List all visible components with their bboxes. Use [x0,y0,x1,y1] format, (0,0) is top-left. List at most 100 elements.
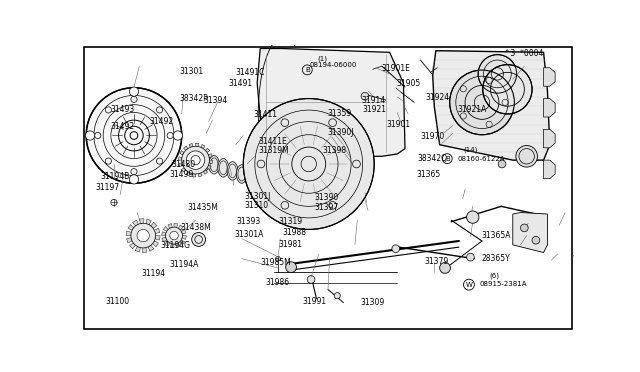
Ellipse shape [264,174,275,192]
Text: 31309: 31309 [360,298,384,307]
Ellipse shape [236,165,247,183]
Text: 31988: 31988 [283,228,307,237]
Text: 31390: 31390 [314,193,339,202]
Circle shape [520,224,528,232]
Polygon shape [543,99,555,117]
Polygon shape [178,225,183,230]
Text: 31390J: 31390J [327,128,353,137]
Polygon shape [148,245,154,251]
Polygon shape [257,48,405,156]
Text: 31492: 31492 [150,117,173,126]
Polygon shape [127,238,132,243]
Polygon shape [135,246,140,252]
Polygon shape [179,163,183,167]
Circle shape [166,227,182,244]
Circle shape [450,70,515,135]
Text: 31411: 31411 [253,110,277,119]
Polygon shape [143,248,147,253]
Text: (6): (6) [490,273,500,279]
Polygon shape [163,227,168,231]
Text: 31393: 31393 [237,217,261,226]
Text: 31924: 31924 [426,93,450,102]
Text: 38342P: 38342P [179,94,208,103]
Polygon shape [196,143,199,147]
Circle shape [86,88,182,183]
Ellipse shape [218,158,228,177]
Text: 31435M: 31435M [188,203,218,212]
Polygon shape [204,170,207,174]
Polygon shape [146,219,151,225]
Text: 31301A: 31301A [234,230,264,239]
Ellipse shape [190,150,201,168]
Text: 31301J: 31301J [244,192,271,201]
Text: 31301: 31301 [179,67,204,76]
Ellipse shape [209,155,220,174]
Polygon shape [155,235,160,240]
Circle shape [483,65,532,114]
Polygon shape [192,174,196,177]
Text: 08194-06000: 08194-06000 [309,62,356,68]
Circle shape [440,263,451,273]
Polygon shape [170,244,174,248]
Text: 31411E: 31411E [258,137,287,146]
Text: 31493: 31493 [110,105,134,115]
Polygon shape [176,243,180,248]
Ellipse shape [227,162,238,180]
Circle shape [334,293,340,299]
Text: 31970: 31970 [420,132,445,141]
Text: 31194A: 31194A [170,260,198,269]
Polygon shape [207,166,211,170]
Circle shape [129,87,139,96]
Text: 31914: 31914 [362,96,386,105]
Text: 31901E: 31901E [381,64,410,73]
Text: (1): (1) [317,55,327,62]
Text: 31492: 31492 [110,122,134,131]
Polygon shape [129,243,136,249]
Text: 08160-6122A: 08160-6122A [457,155,504,162]
Circle shape [131,223,156,248]
Circle shape [186,151,205,169]
Text: 31985M: 31985M [260,259,291,267]
Circle shape [192,232,205,246]
Text: 31197: 31197 [95,183,120,192]
Text: 31365A: 31365A [482,231,511,240]
Polygon shape [205,148,210,153]
Text: 31986: 31986 [265,279,289,288]
Ellipse shape [200,153,210,171]
Polygon shape [180,240,185,245]
Polygon shape [132,220,138,226]
Polygon shape [209,160,212,163]
Polygon shape [543,160,555,179]
Polygon shape [174,223,178,228]
Polygon shape [165,241,170,246]
Text: 31310: 31310 [244,201,268,210]
Text: B: B [445,155,450,162]
Polygon shape [140,219,144,224]
Text: 31921: 31921 [362,105,387,115]
Polygon shape [180,151,184,155]
Circle shape [307,276,315,283]
Text: 28365Y: 28365Y [482,254,511,263]
Text: 31491C: 31491C [236,68,265,77]
Text: ^3  *0004: ^3 *0004 [504,49,544,58]
Text: 31194G: 31194G [161,241,191,250]
Circle shape [467,211,479,223]
Text: W: W [465,282,472,288]
Text: 31194: 31194 [141,269,166,278]
Polygon shape [189,144,193,147]
Text: 31991: 31991 [302,297,326,307]
Circle shape [467,253,474,261]
Polygon shape [543,129,555,148]
Circle shape [532,236,540,244]
Polygon shape [543,68,555,86]
Polygon shape [181,230,186,234]
Polygon shape [513,212,547,253]
Polygon shape [152,241,159,247]
Text: 31194B: 31194B [100,172,129,181]
Polygon shape [182,235,186,240]
Circle shape [243,99,374,230]
Circle shape [86,131,95,140]
Circle shape [478,55,516,93]
Circle shape [392,245,399,253]
Text: 31905: 31905 [396,79,420,88]
